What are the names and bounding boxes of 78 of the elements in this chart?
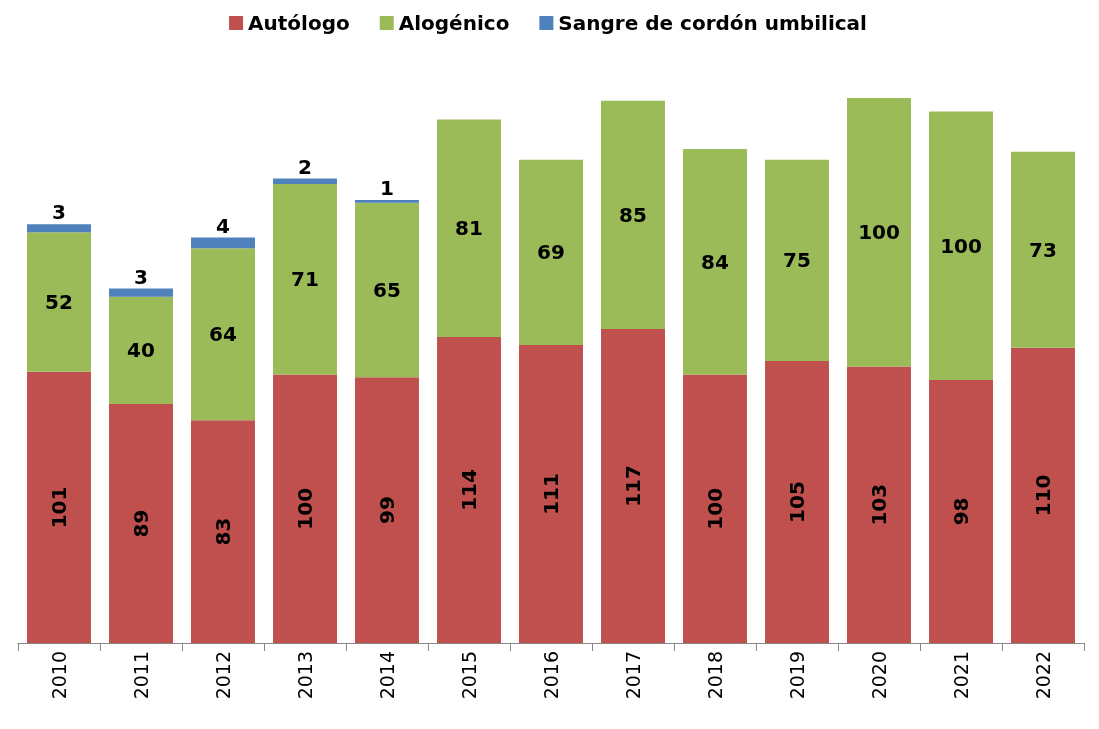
bar <box>191 237 255 249</box>
data-label: 3 <box>52 200 66 225</box>
data-label: 75 <box>783 248 811 273</box>
bar <box>765 361 829 643</box>
data-label: 3 <box>134 264 148 289</box>
data-label: 64 <box>209 322 237 347</box>
x-tick-label: 2021 <box>950 651 972 700</box>
x-tick-label: 2015 <box>458 651 480 700</box>
bar <box>355 202 419 378</box>
x-tick-label: 2011 <box>130 651 152 700</box>
data-label: 52 <box>45 290 73 315</box>
data-label: 99 <box>375 496 399 525</box>
x-tick-label: 2020 <box>868 651 890 700</box>
x-tick-label: 2010 <box>48 651 70 700</box>
legend-label: Alogénico <box>398 11 510 35</box>
bar <box>929 379 993 643</box>
data-label: 40 <box>127 338 155 363</box>
data-label: 103 <box>867 483 891 526</box>
data-label: 114 <box>457 469 481 511</box>
data-label: 89 <box>129 509 153 538</box>
x-tick-label: 2014 <box>376 651 398 700</box>
data-label: 100 <box>703 487 727 530</box>
bar <box>519 159 583 345</box>
x-tick-label: 2019 <box>786 651 808 700</box>
bar <box>519 345 583 643</box>
bar <box>847 98 911 367</box>
legend-label: Sangre de cordón umbilical <box>558 11 867 35</box>
x-tick-label: 2018 <box>704 651 726 700</box>
data-label: 105 <box>785 481 809 523</box>
bar <box>273 178 337 184</box>
data-label: 83 <box>211 517 235 546</box>
data-label: 100 <box>858 220 900 245</box>
x-tick-label: 2012 <box>212 651 234 700</box>
data-label: 71 <box>291 267 319 292</box>
bar <box>1011 347 1075 643</box>
data-label: 85 <box>619 202 647 227</box>
bar <box>27 371 91 643</box>
legend-label: Autólogo <box>248 11 350 35</box>
data-label: 117 <box>621 465 645 507</box>
data-label: 73 <box>1029 237 1057 262</box>
data-label: 101 <box>47 486 71 529</box>
data-label: 81 <box>455 216 483 241</box>
bar <box>273 374 337 643</box>
data-label: 98 <box>949 497 973 526</box>
data-label: 2 <box>298 154 312 179</box>
x-tick-label: 2016 <box>540 651 562 700</box>
x-tick-label: 2017 <box>622 651 644 700</box>
data-label: 1 <box>380 176 394 201</box>
bar <box>109 404 173 643</box>
bar <box>1011 151 1075 348</box>
bar <box>929 111 993 380</box>
bar <box>847 366 911 643</box>
data-label: 100 <box>293 487 317 530</box>
data-label: 84 <box>701 249 729 274</box>
data-label: 110 <box>1031 474 1055 517</box>
bar <box>27 224 91 233</box>
x-tick-label: 2022 <box>1032 651 1054 700</box>
data-label: 111 <box>539 473 563 515</box>
bar <box>683 374 747 643</box>
bar <box>601 100 665 329</box>
data-label: 69 <box>537 240 565 265</box>
data-label: 100 <box>940 233 982 258</box>
bar <box>27 232 91 372</box>
bar <box>437 336 501 643</box>
x-tick-label: 2013 <box>294 651 316 700</box>
bar <box>273 183 337 375</box>
bar <box>191 248 255 421</box>
bar <box>191 420 255 643</box>
bar <box>109 296 173 405</box>
bar <box>355 377 419 643</box>
bar <box>683 149 747 375</box>
bar <box>437 119 501 337</box>
bar <box>601 328 665 643</box>
bar <box>355 200 419 203</box>
bar <box>765 159 829 362</box>
data-label: 65 <box>373 277 401 302</box>
bar <box>109 288 173 297</box>
data-label: 4 <box>216 213 230 238</box>
